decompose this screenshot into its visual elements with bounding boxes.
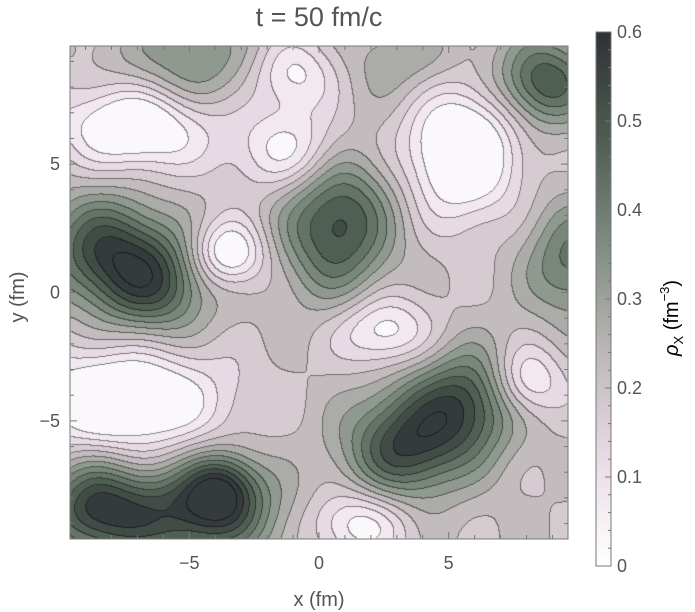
colorbar-tick-label: 0.5 [617,111,642,131]
x-tick-label: 0 [314,553,324,573]
x-tick-label: −5 [179,553,200,573]
colorbar-tick-label: 0.1 [617,467,642,487]
y-tick-label: −5 [39,411,60,431]
colorbar-tick-label: 0 [617,556,627,576]
contour-field [70,46,568,539]
colorbar-ticks: 0 0.1 0.2 0.3 0.4 0.5 0.6 [605,22,642,576]
chart-title: t = 50 fm/c [256,2,383,32]
colorbar-label: ρX (fm−3) [657,280,686,357]
y-axis-label: y (fm) [7,271,29,322]
x-axis-ticks: −5 0 5 [85,46,553,573]
y-axis-ticks: −5 0 5 [39,60,568,525]
colorbar-tick-label: 0.6 [617,22,642,42]
y-tick-label: 0 [50,283,60,303]
colorbar-tick-label: 0.4 [617,200,642,220]
colorbar-tick-label: 0.3 [617,289,642,309]
y-tick-label: 5 [50,154,60,174]
colorbar-tick-label: 0.2 [617,378,642,398]
x-axis-label: x (fm) [293,589,344,611]
x-tick-label: 5 [444,553,454,573]
